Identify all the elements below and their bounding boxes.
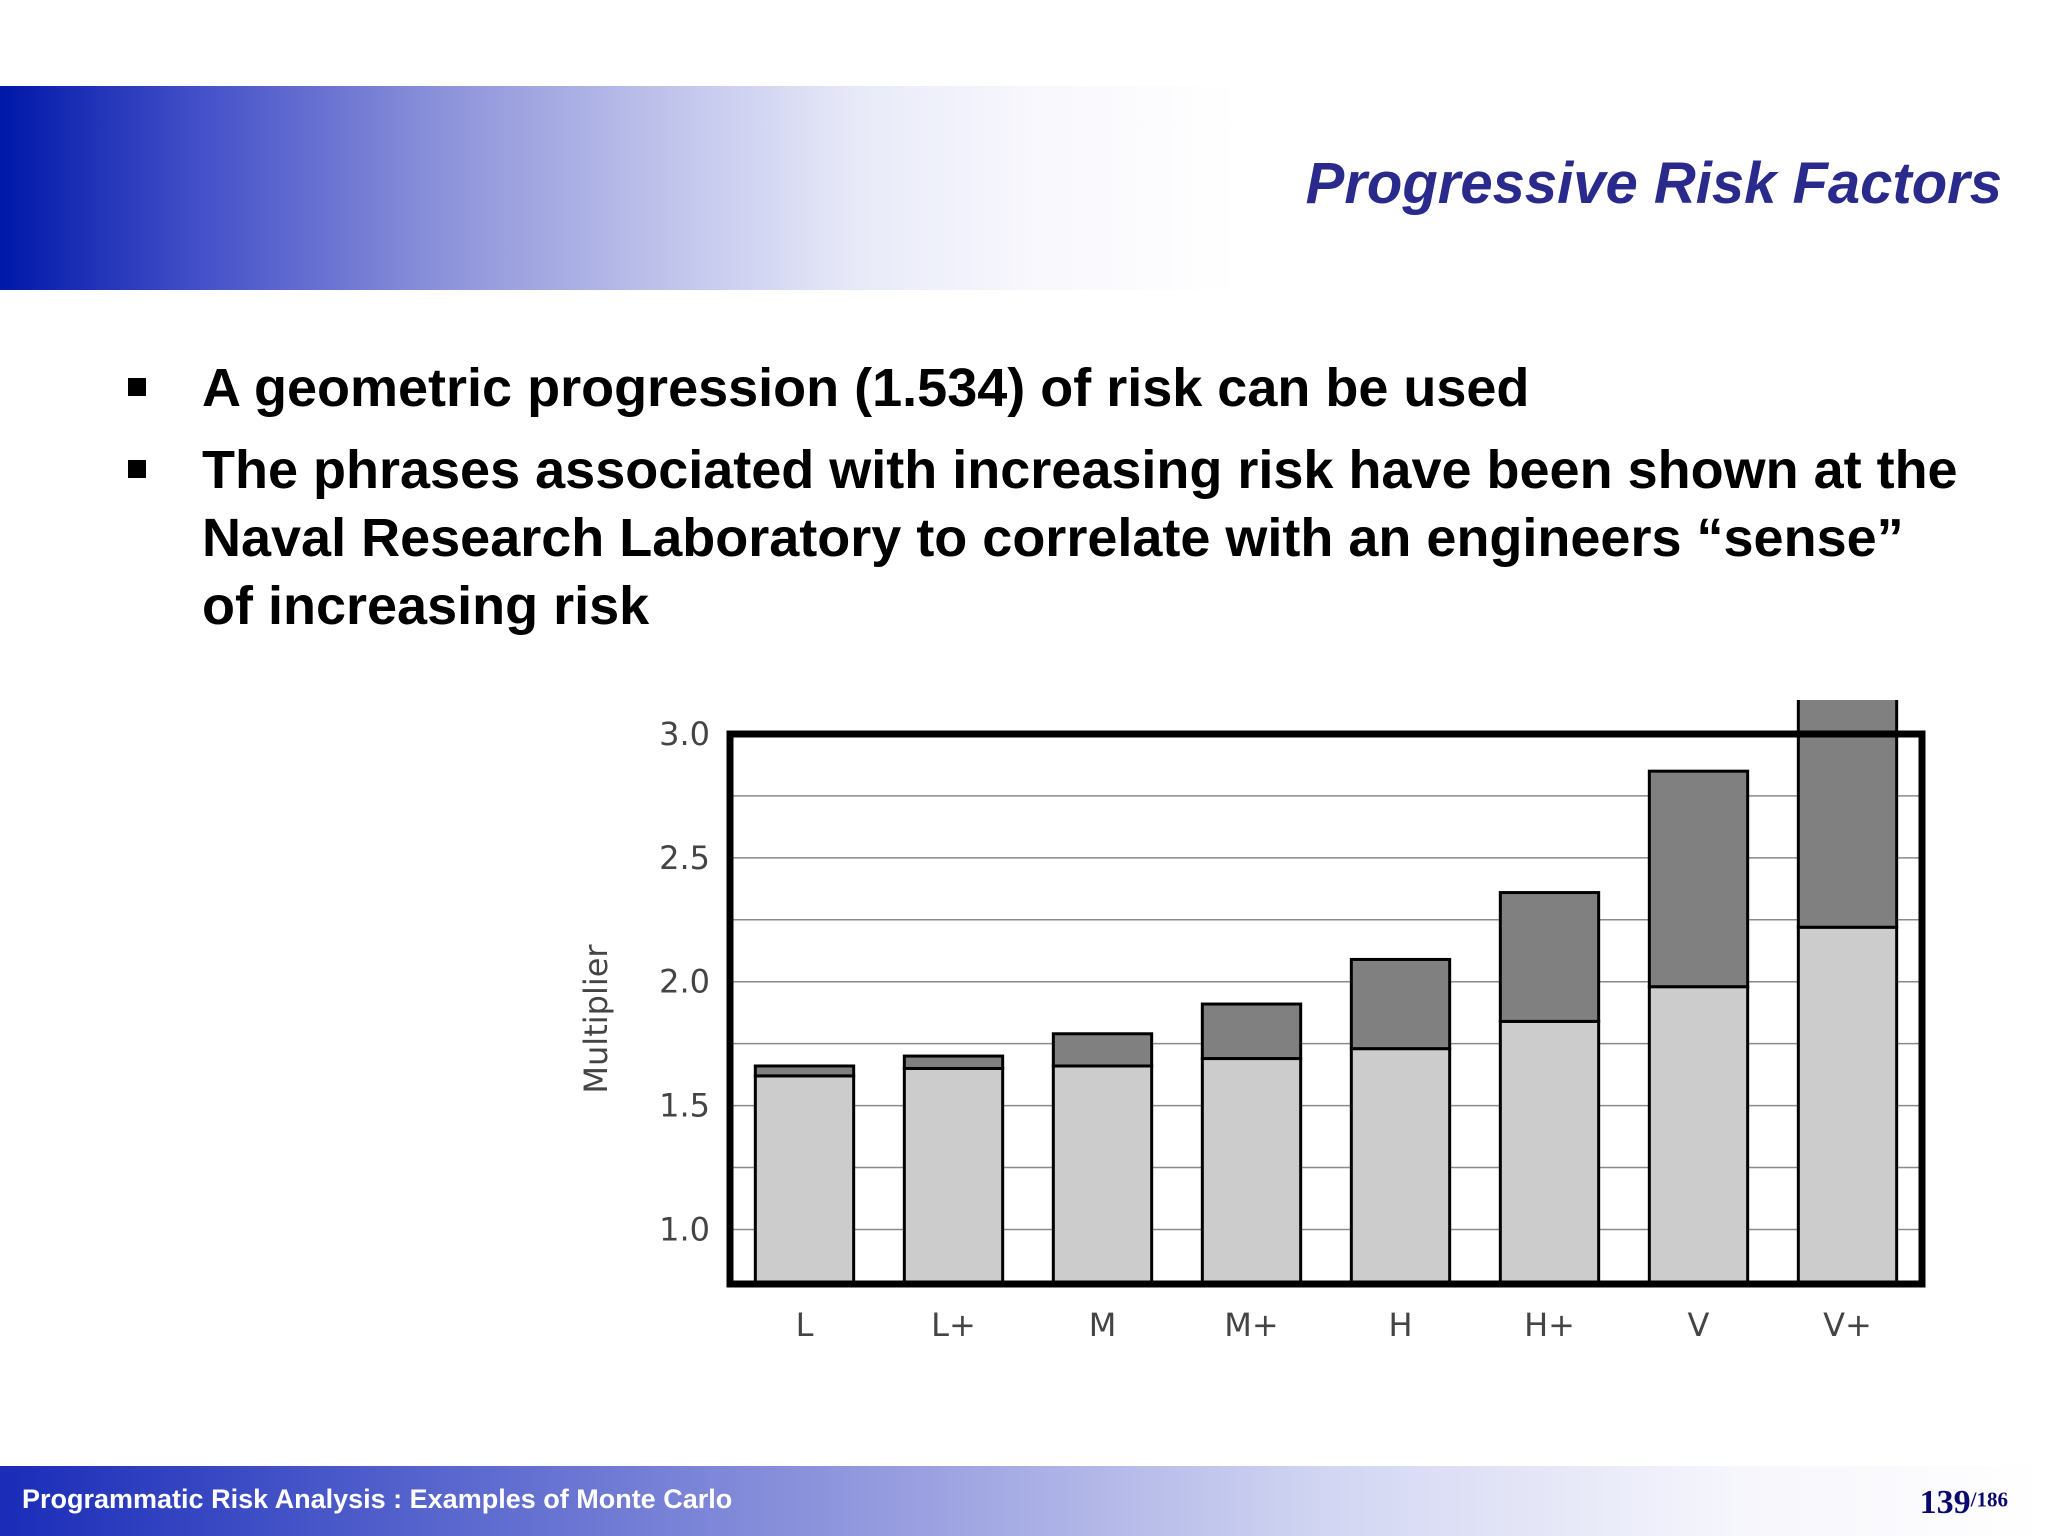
slide-title: Progressive Risk Factors [1305,151,2002,216]
y-tick-label: 1.5 [659,1087,710,1125]
bar-segment [902,1054,1005,1070]
bar-segment [753,1074,856,1286]
y-tick-label: 2.0 [659,963,710,1001]
y-axis-label: Multiplier [577,944,615,1094]
x-tick-label: M [1089,1306,1117,1344]
y-tick-label: 1.0 [659,1210,710,1248]
x-tick-label: H+ [1524,1306,1575,1344]
risk-multiplier-chart: 3.0 2.5 2.0 1.5 1.0 Multiplier L L+ M M+ H H+ V V+ [560,700,1950,1360]
bullet-text: The phrases associated with increasing r… [202,440,1958,636]
y-tick-label: 2.5 [659,839,710,877]
bar-segment [1349,1047,1452,1286]
bar-segment [1647,985,1750,1286]
x-tick-label: L+ [931,1306,976,1344]
header-band [0,86,2000,290]
bar-segment [1796,700,1899,929]
bar-segment [1200,1057,1303,1286]
bar-segment [753,1064,856,1078]
footer-text: Programmatic Risk Analysis : Examples of… [22,1484,733,1514]
chart-svg: 3.0 2.5 2.0 1.5 1.0 Multiplier L L+ M M+ H H+ V V+ [577,700,1926,1344]
x-tick-label: M+ [1224,1306,1278,1344]
bar-segment [1498,1019,1601,1286]
bar-segment [1647,769,1750,989]
x-tick-label: V+ [1823,1306,1872,1344]
bullet-item: The phrases associated with increasing r… [124,436,1964,640]
bullet-list: A geometric progression (1.534) of risk … [124,354,1964,654]
footer-band [0,1466,2048,1536]
bar-segment [1051,1032,1154,1068]
square-bullet-icon [128,378,146,396]
x-tick-label: V [1688,1306,1710,1344]
bar-segment [1498,891,1601,1023]
x-tick-label: L [796,1306,814,1344]
bar-segment [1200,1002,1303,1061]
page-number: 139/186 [1920,1484,2008,1522]
bar-segment [1051,1064,1154,1286]
x-tick-label: H [1388,1306,1412,1344]
bar-segment [1796,925,1899,1286]
page-current: 139 [1919,1484,1971,1521]
plot-frame [726,730,1926,1288]
bar-segment [902,1066,1005,1286]
bullet-item: A geometric progression (1.534) of risk … [124,354,1964,422]
y-tick-label: 3.0 [659,715,710,753]
bar-segment [1349,957,1452,1051]
page-total: /186 [1970,1487,2008,1512]
square-bullet-icon [128,460,146,478]
bullet-text: A geometric progression (1.534) of risk … [202,358,1530,418]
